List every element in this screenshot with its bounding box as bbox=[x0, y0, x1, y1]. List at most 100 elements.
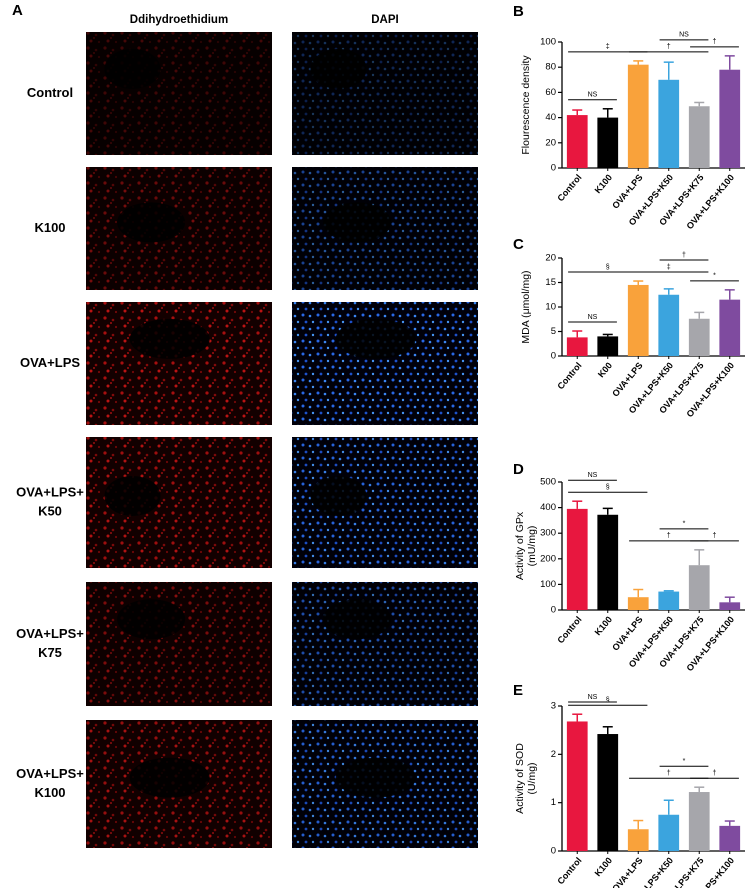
micrograph bbox=[292, 32, 478, 155]
significance-label: † bbox=[667, 533, 671, 540]
bar bbox=[658, 294, 680, 356]
bar bbox=[658, 79, 680, 168]
x-tick-label: Control bbox=[555, 172, 583, 203]
airway-lumen bbox=[323, 202, 392, 243]
y-tick-label: 80 bbox=[545, 62, 556, 73]
significance-label: § bbox=[606, 264, 610, 271]
y-tick-label: 20 bbox=[545, 137, 556, 148]
significance-label: NS bbox=[588, 472, 598, 479]
significance-label: NS bbox=[588, 694, 598, 701]
y-tick-label: 2 bbox=[551, 749, 556, 760]
significance-label: † bbox=[682, 252, 686, 259]
row-label: OVA+LPS+ bbox=[16, 766, 84, 781]
y-tick-label: 400 bbox=[540, 502, 556, 513]
airway-lumen bbox=[117, 202, 186, 243]
row-label: K75 bbox=[38, 645, 62, 660]
significance-label: * bbox=[683, 758, 686, 765]
column-header: DAPI bbox=[371, 14, 398, 26]
x-tick-label: OVA+LPS bbox=[610, 855, 644, 888]
micrograph bbox=[86, 582, 272, 706]
y-axis-label: Activity of GPx bbox=[514, 511, 526, 580]
bar bbox=[719, 299, 741, 356]
y-tick-label: 0 bbox=[551, 163, 556, 174]
y-tick-label: 300 bbox=[540, 528, 556, 539]
y-tick-label: 60 bbox=[545, 87, 556, 98]
row-label: OVA+LPS bbox=[20, 355, 80, 370]
row-label: Control bbox=[27, 85, 73, 100]
bar bbox=[688, 565, 710, 610]
bar bbox=[688, 318, 710, 356]
y-tick-label: 0 bbox=[551, 351, 556, 362]
row-label: K50 bbox=[38, 503, 62, 518]
y-tick-label: 0 bbox=[551, 846, 556, 857]
bar bbox=[566, 337, 588, 356]
significance-label: † bbox=[713, 39, 717, 46]
bar bbox=[719, 69, 741, 168]
y-axis-label: (mU/mg) bbox=[526, 526, 538, 567]
column-header: Ddihydroethidium bbox=[130, 14, 228, 26]
bar bbox=[627, 829, 649, 851]
y-tick-label: 200 bbox=[540, 553, 556, 564]
x-tick-label: K100 bbox=[593, 172, 614, 195]
y-axis-label: Flourescence density bbox=[520, 55, 532, 155]
bar bbox=[566, 115, 588, 168]
micrograph bbox=[292, 582, 478, 706]
y-tick-label: 20 bbox=[545, 253, 556, 264]
bar bbox=[719, 602, 741, 610]
panel-label: C bbox=[513, 236, 524, 253]
airway-lumen bbox=[129, 757, 210, 798]
airway-lumen bbox=[117, 599, 186, 640]
significance-label: NS bbox=[679, 32, 689, 39]
y-tick-label: 40 bbox=[545, 112, 556, 123]
airway-lumen bbox=[104, 475, 161, 516]
bar bbox=[597, 734, 619, 851]
y-axis-label: MDA (μmol/mg) bbox=[520, 270, 532, 343]
row-label: OVA+LPS+ bbox=[16, 626, 84, 641]
x-tick-label: K100 bbox=[593, 855, 614, 878]
y-axis-label: (U/mg) bbox=[526, 762, 538, 794]
bar bbox=[627, 597, 649, 610]
y-tick-label: 5 bbox=[551, 326, 556, 337]
y-axis-label: Activity of SOD bbox=[514, 743, 526, 814]
bar bbox=[597, 514, 619, 610]
bar bbox=[688, 792, 710, 851]
bar bbox=[719, 825, 741, 851]
bar bbox=[597, 336, 619, 356]
significance-label: § bbox=[606, 697, 610, 704]
significance-label: NS bbox=[588, 314, 598, 321]
y-tick-label: 100 bbox=[540, 579, 556, 590]
airway-lumen bbox=[310, 48, 367, 89]
bar bbox=[688, 106, 710, 168]
significance-label: † bbox=[713, 533, 717, 540]
bar bbox=[566, 508, 588, 610]
row-label: K100 bbox=[34, 785, 65, 800]
y-tick-label: 1 bbox=[551, 797, 556, 808]
x-tick-label: K100 bbox=[593, 614, 614, 637]
y-tick-label: 100 bbox=[540, 37, 556, 48]
significance-label: † bbox=[667, 44, 671, 51]
significance-label: NS bbox=[588, 92, 598, 99]
x-tick-label: Control bbox=[555, 360, 583, 391]
panel-label: B bbox=[513, 3, 524, 20]
y-tick-label: 500 bbox=[540, 477, 556, 488]
bar bbox=[627, 64, 649, 168]
panel-label: E bbox=[513, 682, 523, 699]
significance-label: † bbox=[713, 770, 717, 777]
y-tick-label: 0 bbox=[551, 605, 556, 616]
airway-lumen bbox=[129, 318, 210, 359]
airway-lumen bbox=[104, 48, 161, 89]
significance-label: * bbox=[683, 521, 686, 528]
airway-lumen bbox=[335, 318, 416, 359]
significance-label: ‡ bbox=[667, 264, 671, 271]
x-tick-label: K00 bbox=[596, 360, 614, 379]
y-tick-label: 10 bbox=[545, 302, 556, 313]
bar bbox=[658, 814, 680, 851]
airway-lumen bbox=[335, 757, 416, 798]
panel-label: D bbox=[513, 461, 524, 478]
y-tick-label: 3 bbox=[551, 701, 556, 712]
bar bbox=[658, 591, 680, 610]
significance-label: * bbox=[713, 273, 716, 280]
row-label: K100 bbox=[34, 220, 65, 235]
panel-label: A bbox=[12, 2, 23, 19]
